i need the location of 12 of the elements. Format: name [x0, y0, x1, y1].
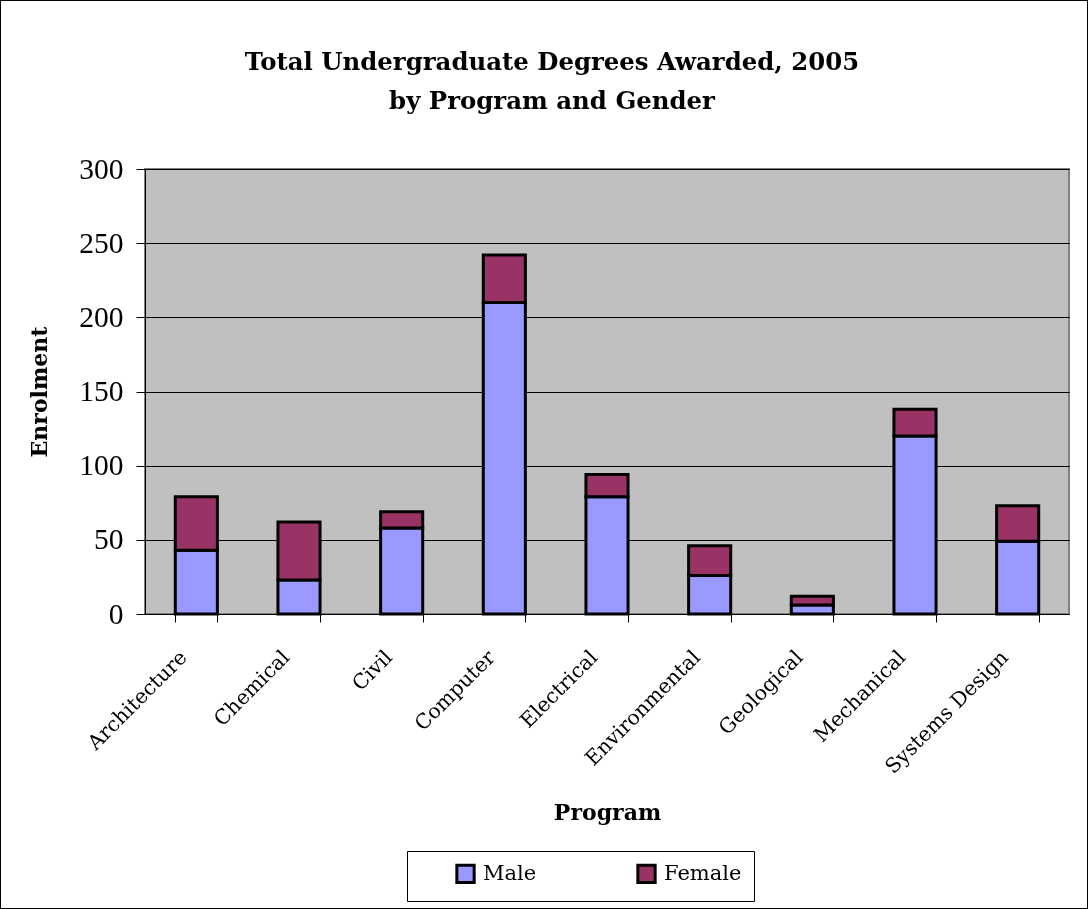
y-tick-label: 300: [79, 152, 124, 185]
y-tick-label: 150: [79, 375, 124, 407]
y-axis-title: Enrolment: [26, 325, 53, 458]
legend-label: Male: [483, 860, 537, 885]
y-tick-label: 0: [108, 597, 124, 630]
x-axis-title: Program: [553, 798, 662, 825]
y-tick-label: 200: [79, 300, 124, 333]
y-tick-label: 250: [79, 226, 124, 259]
chart-title: Total Undergraduate Degrees Awarded, 2005 by Program and Gender: [244, 46, 860, 115]
y-tick-label: 50: [94, 523, 124, 556]
y-tick-label: 100: [79, 449, 124, 482]
legend-label: Female: [664, 860, 742, 885]
